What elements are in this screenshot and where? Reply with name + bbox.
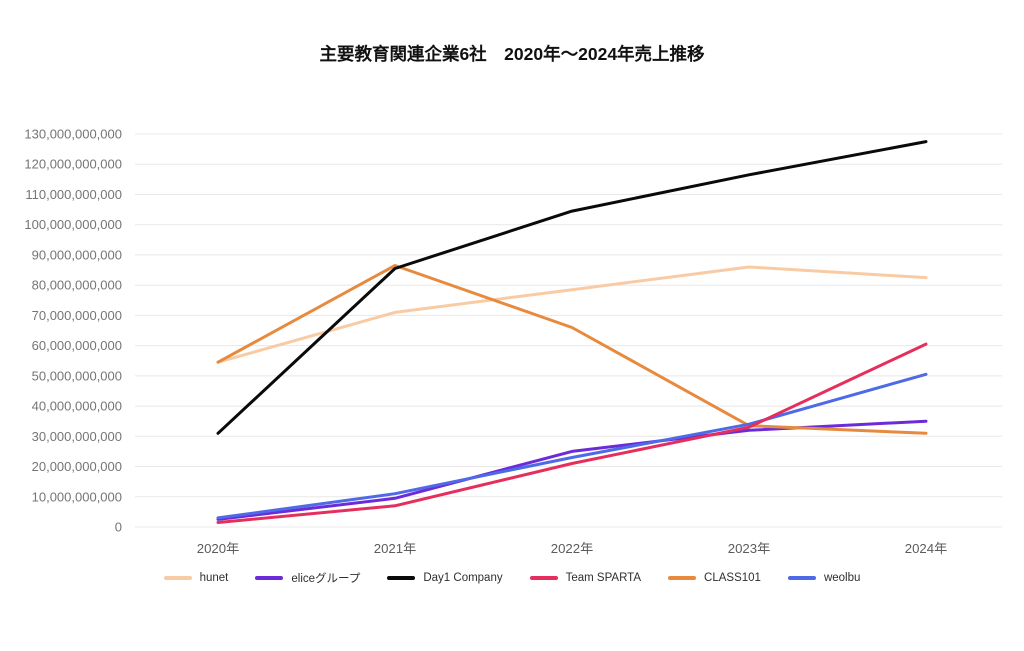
legend-swatch-hunet [163,576,192,580]
legend-item-weolbu: weolbu [787,572,861,584]
series-line-hunet [216,265,928,364]
y-axis-tick-label: 20,000,000,000 [32,459,122,474]
y-axis-tick-label: 60,000,000,000 [32,338,122,353]
legend-swatch-team-sparta [529,576,558,580]
legend-item-team-sparta: Team SPARTA [529,572,642,584]
y-axis-tick-label: 50,000,000,000 [32,368,122,383]
y-axis-tick-label: 0 [115,520,122,535]
y-axis-tick-label: 80,000,000,000 [32,278,122,293]
chart-title: 主要教育関連企業6社 2020年～2024年売上推移 [319,44,705,64]
y-axis-tick-label: 10,000,000,000 [32,489,122,504]
x-axis-tick-label: 2020年 [197,541,240,556]
y-axis-tick-label: 90,000,000,000 [32,247,122,262]
x-axis-tick-label: 2021年 [374,541,417,556]
legend-label-weolbu: weolbu [823,572,861,584]
series-line-day1-company [216,140,928,435]
legend-label-team-sparta: Team SPARTA [565,572,642,584]
legend-swatch-weolbu [787,576,816,580]
x-axis-tick-label: 2024年 [905,541,948,556]
series-line-team-sparta [216,342,928,524]
x-axis-tick-label: 2022年 [551,541,594,556]
legend-item-class101: CLASS101 [668,572,761,584]
legend-swatch-elice-group [255,576,284,580]
y-axis-tick-label: 110,000,000,000 [25,187,122,202]
legend-label-hunet: hunet [199,572,229,584]
legend-label-day1-company: Day1 Company [423,572,503,584]
y-axis-tick-label: 30,000,000,000 [32,429,122,444]
legend-label-elice-group: eliceグループ [291,573,361,585]
series-line-weolbu [216,372,928,520]
series-line-class101 [216,264,928,435]
y-axis-tick-label: 120,000,000,000 [24,157,122,172]
y-axis-tick-label: 100,000,000,000 [24,217,122,232]
y-axis-tick-label: 40,000,000,000 [32,399,122,414]
legend-item-elice-group: eliceグループ [255,570,360,586]
legend-item-day1-company: Day1 Company [387,572,503,584]
legend-swatch-class101 [668,576,697,580]
x-axis-tick-label: 2023年 [728,541,771,556]
legend-label-class101: CLASS101 [704,572,761,584]
y-axis-tick-label: 70,000,000,000 [32,308,122,323]
y-axis-tick-label: 130,000,000,000 [24,127,122,142]
chart-legend: hunet eliceグループ Day1 Company Team SPARTA CLA… [0,570,1024,586]
legend-swatch-day1-company [387,576,416,580]
legend-item-hunet: hunet [163,572,229,584]
